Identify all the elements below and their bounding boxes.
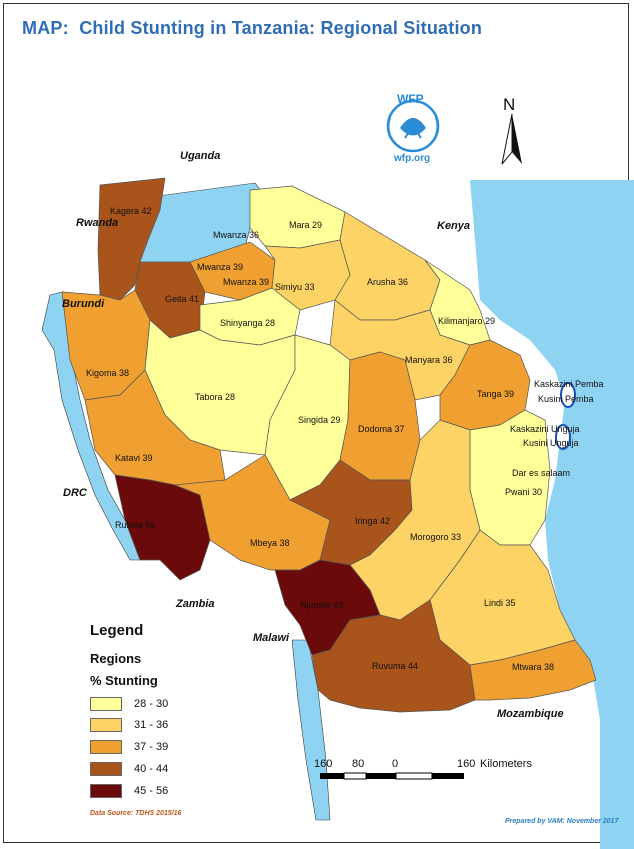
label-dar-es-salaam: Dar es salaam — [512, 468, 570, 478]
legend-label: 37 - 39 — [134, 741, 169, 753]
region-mtwara — [469, 639, 597, 701]
country-mozambique: Mozambique — [497, 708, 564, 720]
pemba-island — [560, 382, 576, 408]
legend-swatch — [90, 784, 122, 798]
label-kigoma: Kigoma 38 — [86, 368, 129, 378]
label-singida: Singida 29 — [298, 415, 341, 425]
label-kaskazini-unguja: Kaskazini Unguja — [510, 424, 580, 434]
label-njombe: Njombe 49 — [300, 600, 344, 610]
country-rwanda: Rwanda — [76, 217, 119, 229]
legend-swatch — [90, 718, 122, 732]
label-arusha: Arusha 36 — [367, 277, 408, 287]
label-mwanza-2: Mwanza 39 — [223, 277, 269, 287]
data-source: Data Source: TDHS 2015/16 — [90, 810, 182, 817]
north-arrow-icon — [501, 113, 522, 165]
label-lindi: Lindi 35 — [484, 598, 516, 608]
label-manyara: Manyara 36 — [405, 355, 453, 365]
scale-unit: Kilometers — [480, 758, 532, 770]
legend-item-40-44: 40 - 44 — [90, 761, 168, 777]
legend-label: 45 - 56 — [134, 785, 169, 797]
legend-swatch — [90, 697, 122, 711]
unguja-island — [555, 424, 571, 450]
legend-subtitle: Regions — [90, 651, 142, 666]
label-pwani: Pwani 30 — [505, 487, 542, 497]
label-tanga: Tanga 39 — [477, 389, 514, 399]
country-uganda: Uganda — [180, 150, 221, 162]
label-simiyu: Simiyu 33 — [275, 282, 315, 292]
map-title: MAP: Child Stunting in Tanzania: Regiona… — [22, 18, 483, 38]
label-kusini-unguja: Kusini Unguja — [523, 438, 579, 448]
scale-bar — [320, 772, 464, 780]
region-rukwa — [114, 474, 211, 581]
label-dodoma: Dodoma 37 — [358, 424, 405, 434]
country-zambia: Zambia — [176, 598, 215, 610]
country-malawi: Malawi — [253, 632, 290, 644]
label-mwanza-1: Mwanza 39 — [197, 262, 243, 272]
label-shinyanga: Shinyanga 28 — [220, 318, 275, 328]
region-kagera — [97, 177, 166, 301]
wfp-url: wfp.org — [394, 153, 431, 164]
region-mara — [249, 185, 346, 249]
label-kaskazini-pemba: Kaskazini Pemba — [534, 379, 604, 389]
legend-title: Legend — [90, 622, 144, 639]
scale-label-160-left: 160 — [314, 758, 333, 770]
legend-item-31-36: 31 - 36 — [90, 717, 168, 733]
label-mbeya: Mbeya 38 — [250, 538, 290, 548]
wfp-logo-text: WFP — [397, 92, 424, 106]
scale-label-0: 0 — [392, 758, 399, 770]
legend-swatch — [90, 762, 122, 776]
label-geita: Geita 41 — [165, 294, 199, 304]
north-label: N — [503, 95, 516, 114]
label-morogoro: Morogoro 33 — [410, 532, 461, 542]
label-rukwa: Rukwa 56 — [115, 520, 155, 530]
scale-label-160-right: 160 — [457, 758, 476, 770]
legend-swatch — [90, 740, 122, 754]
label-mtwara: Mtwara 38 — [512, 662, 554, 672]
label-iringa: Iringa 42 — [355, 516, 390, 526]
legend-item-45-56: 45 - 56 — [90, 783, 168, 799]
legend-subtitle-stunting: % Stunting — [90, 673, 158, 688]
label-mara: Mara 29 — [289, 220, 322, 230]
wfp-logo-icon — [386, 99, 440, 153]
country-kenya: Kenya — [437, 220, 471, 232]
label-kusini-pemba: Kusini Pemba — [538, 394, 594, 404]
label-mwanza-lake: Mwanza 36 — [213, 230, 259, 240]
country-burundi: Burundi — [62, 298, 105, 310]
label-ruvuma: Ruvuma 44 — [372, 661, 418, 671]
legend-item-37-39: 37 - 39 — [90, 739, 168, 755]
legend-label: 28 - 30 — [134, 698, 169, 710]
label-kagera: Kagera 42 — [110, 206, 152, 216]
legend-label: 40 - 44 — [134, 763, 169, 775]
region-dodoma — [339, 351, 421, 481]
scale-label-80: 80 — [352, 758, 365, 770]
legend-item-28-30: 28 - 30 — [90, 696, 168, 712]
label-katavi: Katavi 39 — [115, 453, 153, 463]
legend-label: 31 - 36 — [134, 719, 169, 731]
label-kilimanjaro: Kilimanjaro 29 — [438, 316, 495, 326]
region-arusha — [334, 211, 441, 321]
country-drc: DRC — [63, 487, 87, 499]
prepared-by: Prepared by VAM: November 2017 — [505, 818, 619, 825]
label-tabora: Tabora 28 — [195, 392, 235, 402]
indian-ocean — [470, 180, 634, 849]
